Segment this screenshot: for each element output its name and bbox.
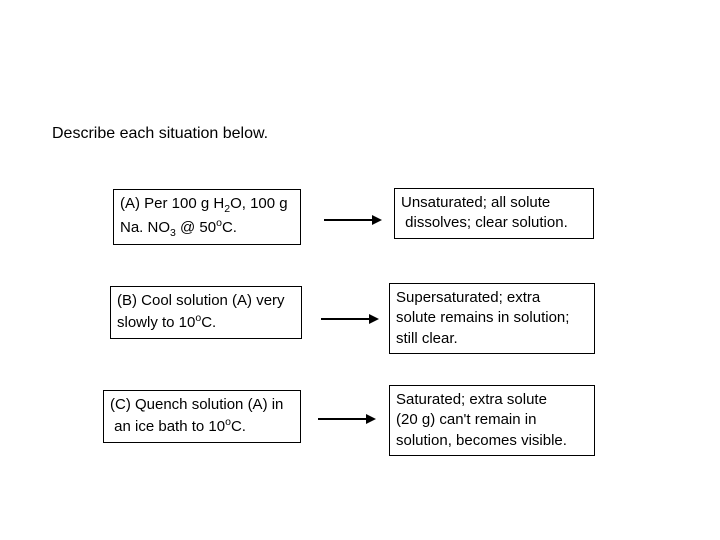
arrow-2: [318, 414, 376, 424]
result-box-2: Saturated; extra solute(20 g) can't rema…: [389, 385, 595, 456]
arrow-0: [324, 215, 382, 225]
situation-box-0: (A) Per 100 g H2O, 100 gNa. NO3 @ 50oC.: [113, 189, 301, 245]
result-box-0: Unsaturated; all solute dissolves; clear…: [394, 188, 594, 239]
result-box-1: Supersaturated; extrasolute remains in s…: [389, 283, 595, 354]
situation-box-1: (B) Cool solution (A) veryslowly to 10oC…: [110, 286, 302, 339]
arrow-1: [321, 314, 379, 324]
page-title: Describe each situation below.: [52, 125, 268, 143]
situation-box-2: (C) Quench solution (A) in an ice bath t…: [103, 390, 301, 443]
